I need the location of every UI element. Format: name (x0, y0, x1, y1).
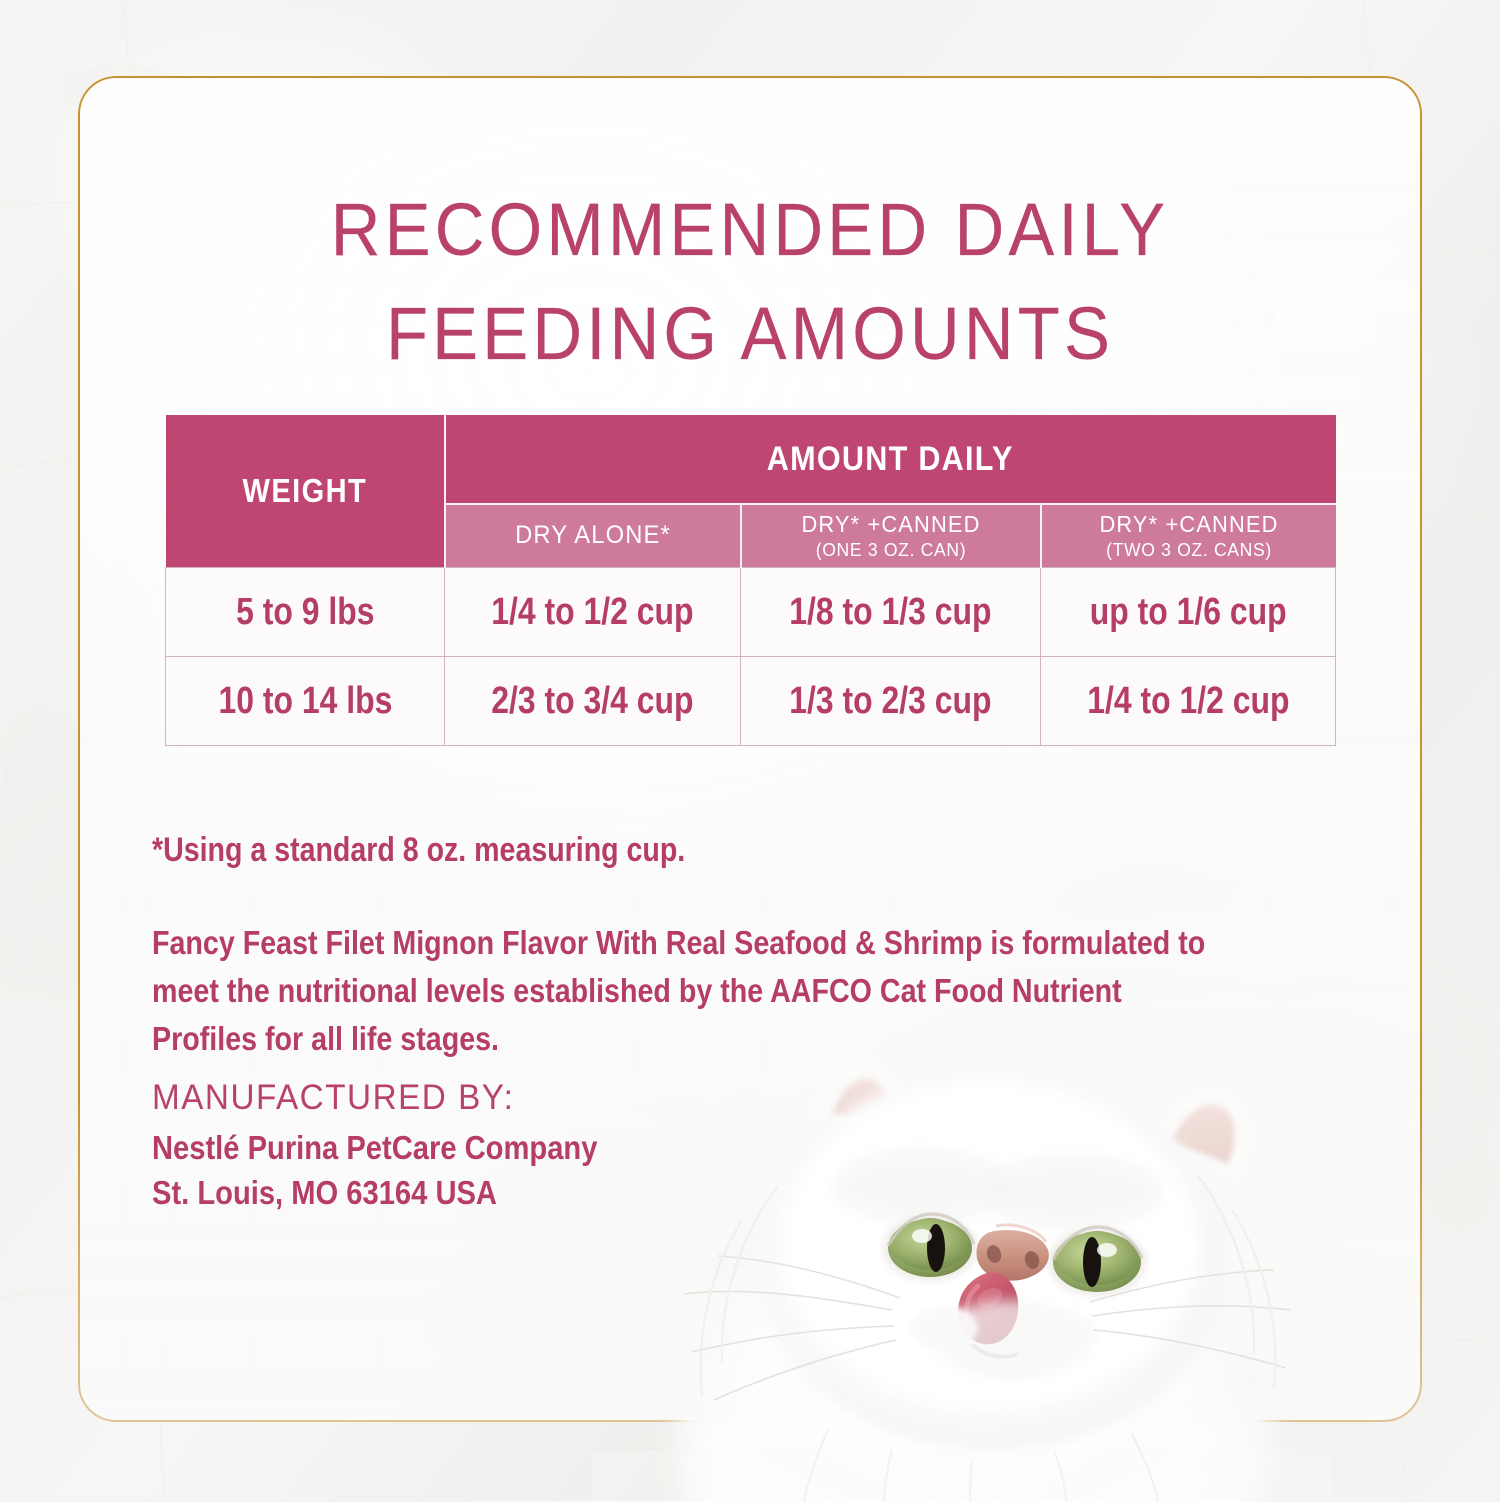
cell-one-can: 1/8 to 1/3 cup (740, 567, 1041, 657)
column-header-dry-alone-label: DRY ALONE* (514, 521, 671, 550)
cell-weight: 5 to 9 lbs (165, 567, 445, 657)
cell-weight-value: 10 to 14 lbs (218, 679, 392, 722)
cell-one-can-value: 1/8 to 1/3 cup (789, 590, 992, 633)
table-row: 5 to 9 lbs 1/4 to 1/2 cup 1/8 to 1/3 cup… (165, 567, 1337, 657)
manufacturer-address: Nestlé Purina PetCare Company St. Louis,… (152, 1126, 912, 1216)
manufactured-by-label-text: MANUFACTURED BY: (152, 1078, 515, 1117)
column-header-weight: WEIGHT (165, 415, 445, 568)
cell-dry-alone-value: 2/3 to 3/4 cup (491, 679, 694, 722)
measuring-cup-footnote: *Using a standard 8 oz. measuring cup. (152, 828, 1052, 872)
column-header-weight-label: WEIGHT (242, 472, 367, 509)
column-header-dry-alone: DRY ALONE* (443, 503, 741, 568)
aafco-statement-text: Fancy Feast Filet Mignon Flavor With Rea… (152, 925, 1206, 1058)
cell-dry-alone: 1/4 to 1/2 cup (444, 567, 741, 657)
manufacturer-company: Nestlé Purina PetCare Company (152, 1130, 598, 1167)
manufacturer-city-line: St. Louis, MO 63164 USA (152, 1171, 912, 1216)
column-header-amount-daily: AMOUNT DAILY (443, 415, 1336, 504)
cell-dry-alone: 2/3 to 3/4 cup (444, 656, 741, 746)
cell-two-cans-value: 1/4 to 1/2 cup (1086, 679, 1290, 722)
table-row: 10 to 14 lbs 2/3 to 3/4 cup 1/3 to 2/3 c… (165, 656, 1337, 746)
column-header-dry-plus-two-cans-note: (TWO 3 OZ. CANS) (1105, 539, 1272, 561)
aafco-statement: Fancy Feast Filet Mignon Flavor With Rea… (152, 920, 1402, 1064)
page-title-line-2: FEEDING AMOUNTS (385, 291, 1115, 375)
column-header-dry-plus-one-can-label: DRY* +CANNED (800, 511, 981, 538)
column-header-dry-plus-one-can-note: (ONE 3 OZ. CAN) (815, 539, 966, 561)
column-header-dry-plus-two-cans-label: DRY* +CANNED (1098, 511, 1279, 538)
table-header-row-secondary: DRY ALONE* DRY* +CANNED (ONE 3 OZ. CAN) … (166, 503, 1336, 568)
column-header-amount-daily-label: AMOUNT DAILY (767, 439, 1014, 478)
cell-two-cans-value: up to 1/6 cup (1089, 590, 1287, 633)
cell-weight-value: 5 to 9 lbs (235, 590, 375, 633)
table-header-row-primary: WEIGHT AMOUNT DAILY (165, 415, 1336, 568)
cell-two-cans: up to 1/6 cup (1039, 567, 1337, 657)
feeding-amounts-table: WEIGHT AMOUNT DAILY DRY ALONE* DRY* +CAN… (165, 415, 1337, 746)
measuring-cup-footnote-text: *Using a standard 8 oz. measuring cup. (152, 831, 686, 869)
page-title-line-1: RECOMMENDED DAILY (330, 187, 1170, 271)
cell-one-can: 1/3 to 2/3 cup (740, 656, 1041, 746)
manufacturer-address-line: St. Louis, MO 63164 USA (152, 1175, 497, 1212)
column-header-dry-plus-one-can: DRY* +CANNED (ONE 3 OZ. CAN) (739, 503, 1041, 568)
page-title: RECOMMENDED DAILY FEEDING AMOUNTS (127, 178, 1373, 386)
cell-dry-alone-value: 1/4 to 1/2 cup (491, 590, 694, 633)
manufactured-by-label: MANUFACTURED BY: (152, 1078, 533, 1118)
cell-two-cans: 1/4 to 1/2 cup (1039, 656, 1337, 746)
cell-one-can-value: 1/3 to 2/3 cup (789, 679, 992, 722)
cell-weight: 10 to 14 lbs (165, 656, 445, 746)
column-header-dry-plus-two-cans: DRY* +CANNED (TWO 3 OZ. CANS) (1039, 503, 1336, 568)
manufacturer-company-line: Nestlé Purina PetCare Company (152, 1126, 912, 1171)
